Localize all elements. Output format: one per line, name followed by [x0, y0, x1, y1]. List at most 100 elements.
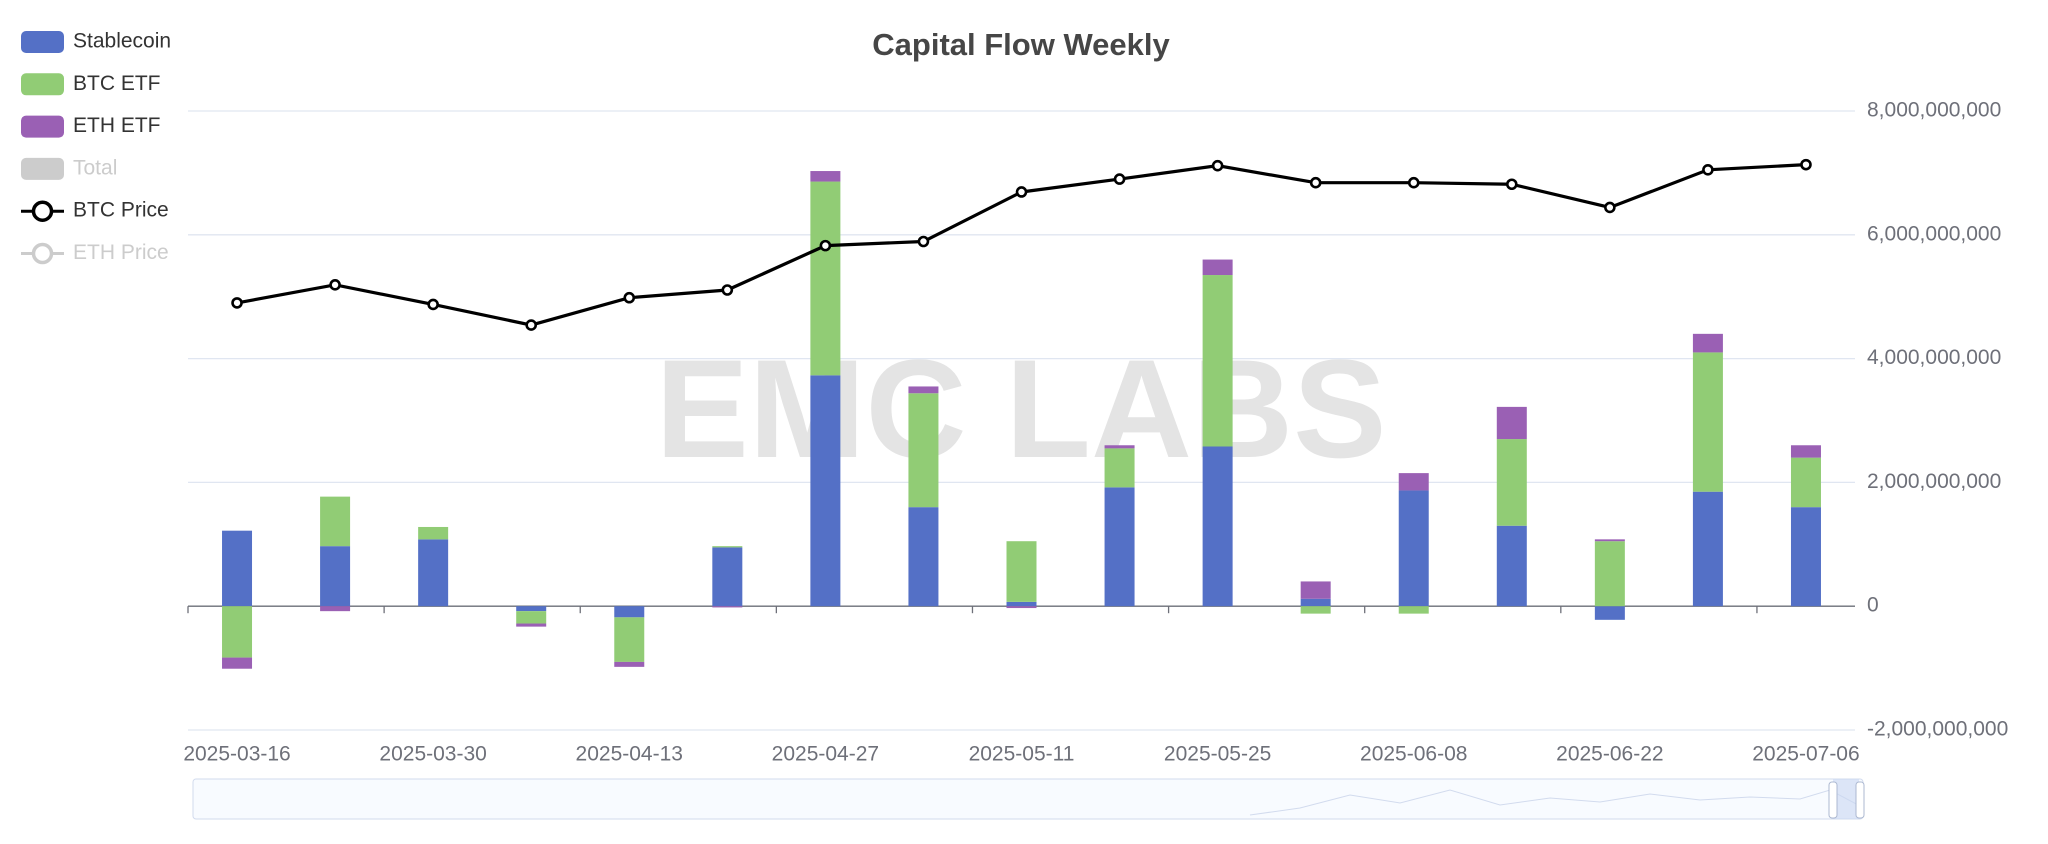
bar: [908, 386, 939, 394]
legend-swatch: [21, 115, 64, 138]
legend-item[interactable]: Stablecoin: [21, 30, 171, 53]
price-point: [623, 291, 636, 304]
y-tick-label: 2,000,000,000: [1867, 470, 2001, 493]
bar: [810, 171, 841, 182]
bar: [1006, 541, 1037, 602]
legend-item[interactable]: ETH Price: [21, 241, 169, 265]
price-point: [1407, 176, 1420, 189]
bar: [222, 530, 253, 607]
legend-item[interactable]: BTC ETF: [21, 72, 161, 96]
bar: [1202, 446, 1233, 607]
bar: [1790, 457, 1821, 508]
bar: [418, 526, 449, 540]
x-tick-label: 2025-04-27: [772, 743, 879, 766]
price-point: [819, 239, 832, 252]
legend-label: ETH Price: [73, 241, 169, 264]
bar: [1692, 333, 1723, 353]
bar: [1790, 507, 1821, 607]
bar: [1594, 606, 1625, 620]
price-point: [1702, 164, 1714, 176]
x-tick-label: 2025-04-13: [576, 743, 683, 766]
y-tick-label: 4,000,000,000: [1867, 346, 2001, 369]
bar: [1104, 448, 1135, 488]
bar: [1104, 487, 1135, 607]
price-point: [525, 319, 538, 331]
bar: [1398, 490, 1429, 607]
bar: [1496, 406, 1527, 440]
bar: [320, 606, 351, 612]
bar: [1006, 606, 1037, 609]
price-point: [1211, 159, 1224, 172]
legend-label: Total: [73, 156, 117, 179]
bar: [516, 611, 547, 624]
price-point: [1505, 178, 1518, 191]
legend-item[interactable]: ETH ETF: [21, 114, 161, 138]
watermark: EMC LABS: [655, 330, 1386, 487]
bar: [516, 606, 547, 612]
y-tick-label: -2,000,000,000: [1867, 718, 2008, 741]
legend-marker: [31, 242, 54, 265]
bar: [320, 496, 351, 547]
legend-swatch: [21, 157, 64, 180]
bar: [712, 547, 743, 607]
zoom-handle[interactable]: [1855, 781, 1865, 819]
legend-item[interactable]: BTC Price: [21, 199, 169, 222]
bar: [1496, 439, 1527, 526]
price-point: [231, 297, 243, 309]
x-tick-label: 2025-06-08: [1360, 743, 1467, 766]
bar: [908, 393, 939, 508]
bar: [1398, 606, 1429, 614]
bar: [1790, 445, 1821, 458]
zoom-track[interactable]: [192, 778, 1864, 820]
price-point: [329, 279, 341, 291]
bar: [222, 606, 253, 658]
legend-label: BTC Price: [73, 199, 169, 222]
bar: [1300, 581, 1331, 599]
legend-marker: [31, 200, 54, 222]
bar: [1006, 601, 1037, 607]
bar: [320, 546, 351, 607]
legend-label: Stablecoin: [73, 30, 171, 53]
bar: [614, 617, 645, 662]
legend-swatch: [21, 31, 64, 53]
price-point: [427, 298, 439, 311]
price-point: [1800, 158, 1812, 171]
data-zoom[interactable]: [192, 778, 1865, 820]
bar: [1104, 445, 1135, 449]
bar: [810, 375, 841, 607]
bar: [418, 539, 449, 607]
legend-swatch: [21, 73, 64, 96]
bar: [1692, 491, 1723, 607]
x-tick-label: 2025-03-16: [183, 743, 290, 766]
bar: [516, 623, 547, 627]
bar: [1496, 525, 1527, 607]
legend-label: BTC ETF: [73, 72, 161, 95]
bar: [908, 507, 939, 607]
chart-title: Capital Flow Weekly: [872, 27, 1170, 62]
bar: [614, 661, 645, 667]
bar: [712, 606, 743, 608]
bar: [1300, 606, 1331, 614]
bar: [1398, 473, 1429, 491]
price-point: [1309, 176, 1322, 189]
x-tick-label: 2025-03-30: [379, 743, 486, 766]
bar: [1202, 259, 1233, 276]
price-point: [1015, 186, 1028, 198]
price-point: [917, 235, 930, 248]
bar: [712, 546, 743, 548]
price-point: [1113, 173, 1126, 185]
legend-item[interactable]: Total: [21, 156, 117, 180]
bar: [1594, 539, 1625, 542]
y-tick-label: 8,000,000,000: [1867, 99, 2001, 122]
zoom-preview: [1249, 789, 1861, 816]
x-tick-label: 2025-06-22: [1556, 743, 1663, 766]
bar: [1300, 598, 1331, 607]
x-tick-label: 2025-07-06: [1752, 743, 1859, 766]
bar: [1594, 541, 1625, 607]
price-point: [1604, 201, 1616, 214]
zoom-handle[interactable]: [1828, 781, 1838, 819]
bar: [222, 657, 253, 669]
bar: [1692, 352, 1723, 492]
y-tick-label: 0: [1867, 594, 1879, 617]
